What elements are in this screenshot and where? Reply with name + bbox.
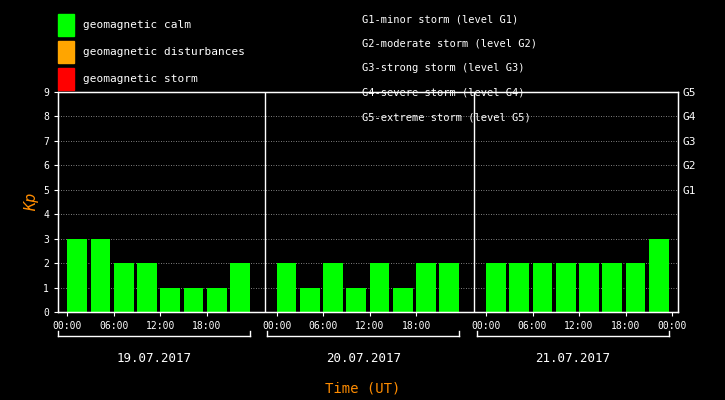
Bar	[579, 263, 599, 312]
Text: geomagnetic disturbances: geomagnetic disturbances	[83, 47, 244, 57]
Bar	[509, 263, 529, 312]
Bar	[602, 263, 622, 312]
Text: G3-strong storm (level G3): G3-strong storm (level G3)	[362, 63, 525, 73]
Bar	[323, 263, 343, 312]
Bar	[370, 263, 389, 312]
Bar	[91, 239, 110, 312]
Bar	[160, 288, 180, 312]
Text: G1-minor storm (level G1): G1-minor storm (level G1)	[362, 14, 519, 24]
Bar	[230, 263, 250, 312]
Text: 21.07.2017: 21.07.2017	[535, 352, 610, 365]
Bar	[114, 263, 133, 312]
Bar	[207, 288, 227, 312]
Bar	[486, 263, 506, 312]
Bar	[183, 288, 204, 312]
Bar	[137, 263, 157, 312]
Text: G4-severe storm (level G4): G4-severe storm (level G4)	[362, 88, 525, 98]
Bar	[67, 239, 87, 312]
Bar	[439, 263, 459, 312]
Text: Time (UT): Time (UT)	[325, 382, 400, 396]
Bar	[300, 288, 320, 312]
Bar	[277, 263, 297, 312]
Bar	[347, 288, 366, 312]
Text: 19.07.2017: 19.07.2017	[117, 352, 191, 365]
Text: G5-extreme storm (level G5): G5-extreme storm (level G5)	[362, 112, 531, 122]
Text: geomagnetic storm: geomagnetic storm	[83, 74, 197, 84]
Bar	[649, 239, 668, 312]
Bar	[393, 288, 413, 312]
Bar	[626, 263, 645, 312]
Bar	[532, 263, 552, 312]
Text: geomagnetic calm: geomagnetic calm	[83, 20, 191, 30]
Bar	[556, 263, 576, 312]
Bar	[416, 263, 436, 312]
Text: G2-moderate storm (level G2): G2-moderate storm (level G2)	[362, 38, 537, 48]
Y-axis label: Kp: Kp	[24, 193, 39, 211]
Text: 20.07.2017: 20.07.2017	[326, 352, 401, 365]
